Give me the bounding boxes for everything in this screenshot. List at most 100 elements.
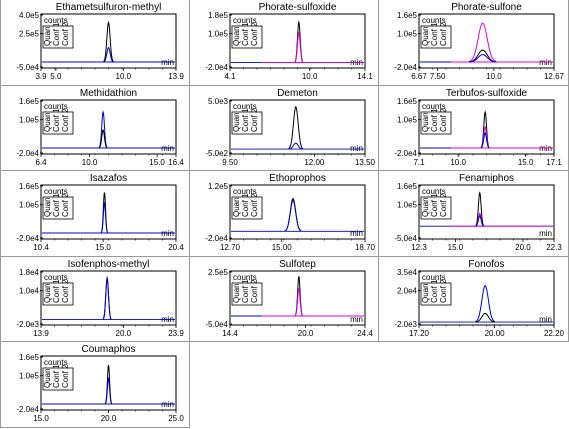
y-tick-label: 4.0e5 bbox=[19, 11, 40, 20]
counts-label: counts bbox=[44, 16, 68, 25]
y-tick-label: -2.0e3 bbox=[394, 320, 417, 329]
x-tick-label: 6.67 bbox=[411, 72, 427, 81]
counts-label: counts bbox=[44, 102, 68, 111]
legend-entry: Conf 1 bbox=[52, 193, 61, 217]
panel-title: Fenamiphos bbox=[459, 173, 514, 184]
legend-entry: Conf 2 bbox=[61, 107, 70, 131]
x-tick-label: 6.4 bbox=[35, 158, 47, 167]
min-label: min bbox=[161, 144, 174, 153]
panel-title: Ethoprophos bbox=[269, 173, 326, 184]
peak-trace bbox=[98, 109, 108, 148]
counts-label: counts bbox=[422, 273, 446, 282]
legend-entry: Conf 2 bbox=[439, 22, 448, 46]
panel-title: Terbufos-sulfoxide bbox=[446, 88, 528, 99]
y-tick-label: 1.0e5 bbox=[207, 30, 228, 39]
x-tick-label: 12.67 bbox=[544, 72, 565, 81]
x-tick-label: 20.00 bbox=[485, 329, 506, 338]
y-tick-label: 1.0e5 bbox=[397, 30, 418, 39]
counts-label: counts bbox=[422, 187, 446, 196]
min-label: min bbox=[350, 229, 363, 238]
y-tick-label: -2.0e4 bbox=[16, 234, 39, 243]
y-tick-label: 1.6e5 bbox=[19, 97, 40, 106]
panel-title: Isofenphos-methyl bbox=[68, 259, 150, 270]
x-tick-label: 17.20 bbox=[409, 329, 430, 338]
y-tick-label: -5.0e4 bbox=[16, 63, 39, 72]
peak-trace bbox=[284, 197, 301, 232]
x-tick-label: 15.0 bbox=[95, 243, 111, 252]
panel-title: Demeton bbox=[277, 88, 318, 99]
y-tick-label: -2.0e3 bbox=[16, 320, 39, 329]
y-tick-label: 3.5e4 bbox=[397, 268, 418, 277]
x-tick-label: 13.9 bbox=[33, 329, 49, 338]
y-tick-label: -2.0e4 bbox=[205, 234, 228, 243]
legend-entry: Conf 1 bbox=[241, 22, 250, 46]
counts-label: counts bbox=[422, 16, 446, 25]
peak-trace bbox=[468, 22, 497, 63]
y-tick-label: 2.5e5 bbox=[19, 30, 40, 39]
y-tick-label: 1.2e5 bbox=[207, 182, 228, 191]
legend-entry: Conf 1 bbox=[52, 22, 61, 46]
counts-label: counts bbox=[422, 102, 446, 111]
peak-trace bbox=[480, 109, 490, 148]
y-tick-label: 1.0e5 bbox=[19, 115, 40, 124]
x-tick-label: 3.9 bbox=[35, 72, 47, 81]
panel-title: Isazafos bbox=[90, 173, 127, 184]
legend-entry: Conf 2 bbox=[250, 193, 259, 217]
min-label: min bbox=[539, 315, 552, 324]
legend-entry: Quan bbox=[43, 368, 52, 388]
peak-trace bbox=[284, 199, 301, 232]
chromatogram-panel: Isofenphos-methyl 1.8e4 1.0e4 -2.0e3 13.9 20.… bbox=[0, 256, 190, 342]
counts-label: counts bbox=[233, 273, 257, 282]
x-tick-label: 10.0 bbox=[301, 72, 317, 81]
legend-box bbox=[42, 111, 74, 134]
min-label: min bbox=[539, 58, 552, 67]
legend-box bbox=[231, 111, 262, 134]
x-tick-label: 25.0 bbox=[168, 414, 184, 423]
x-tick-label: 14.1 bbox=[357, 72, 373, 81]
min-label: min bbox=[161, 400, 174, 409]
x-tick-label: 16.4 bbox=[168, 158, 184, 167]
x-tick-label: 15.0 bbox=[33, 414, 49, 423]
x-tick-label: 20.4 bbox=[168, 243, 184, 252]
x-tick-label: 5.0 bbox=[50, 72, 62, 81]
y-tick-label: 1.6e5 bbox=[19, 353, 40, 362]
panel-title: Methidathion bbox=[80, 88, 137, 99]
x-tick-label: 10.0 bbox=[450, 158, 466, 167]
chromatogram-panel: Coumaphos 1.6e5 1.0e5 -2.0e4 15.0 20.0 25.0 cou… bbox=[0, 342, 190, 428]
y-tick-label: 1.6e5 bbox=[397, 182, 418, 191]
y-tick-label: -5.0e4 bbox=[394, 234, 417, 243]
x-tick-label: 23.9 bbox=[168, 329, 184, 338]
legend-entry: Quan bbox=[43, 26, 52, 46]
legend-entry: Conf 2 bbox=[61, 364, 70, 388]
x-tick-label: 24.4 bbox=[357, 329, 373, 338]
y-tick-label: 1.8e5 bbox=[207, 11, 228, 20]
chromatogram-panel: Isazafos 1.6e5 1.0e5 -2.0e4 10.4 15.0 20.4 coun… bbox=[0, 171, 190, 257]
chromatogram-panel: Ethoprophos 1.2e5 -2.0e4 12.70 15.00 18.70 cou… bbox=[189, 171, 379, 257]
legend-box bbox=[42, 367, 74, 391]
legend-box bbox=[420, 196, 452, 220]
counts-label: counts bbox=[44, 358, 68, 367]
legend-entry: Conf 1 bbox=[52, 364, 61, 388]
peak-trace bbox=[103, 46, 114, 63]
y-tick-label: -2.0e4 bbox=[16, 149, 39, 158]
peak-trace bbox=[103, 20, 114, 62]
peak-trace bbox=[102, 276, 112, 319]
x-tick-label: 10.0 bbox=[486, 72, 502, 81]
legend-entry: Quan bbox=[43, 112, 52, 132]
y-tick-label: 1.0e5 bbox=[397, 201, 418, 210]
legend-entry: Conf 1 bbox=[241, 193, 250, 217]
min-label: min bbox=[161, 229, 174, 238]
panel-title: Phorate-sulfoxide bbox=[258, 2, 336, 13]
legend-entry: Conf 2 bbox=[250, 278, 259, 302]
chromatogram-panel: Terbufos-sulfoxide 1.6e5 1.0e5 -2.0e4 7.1 10.… bbox=[379, 85, 569, 171]
legend-entry: Conf 1 bbox=[430, 107, 439, 131]
peak-trace bbox=[104, 376, 113, 405]
peak-trace bbox=[98, 128, 108, 148]
y-tick-label: 1.0e4 bbox=[19, 286, 40, 295]
